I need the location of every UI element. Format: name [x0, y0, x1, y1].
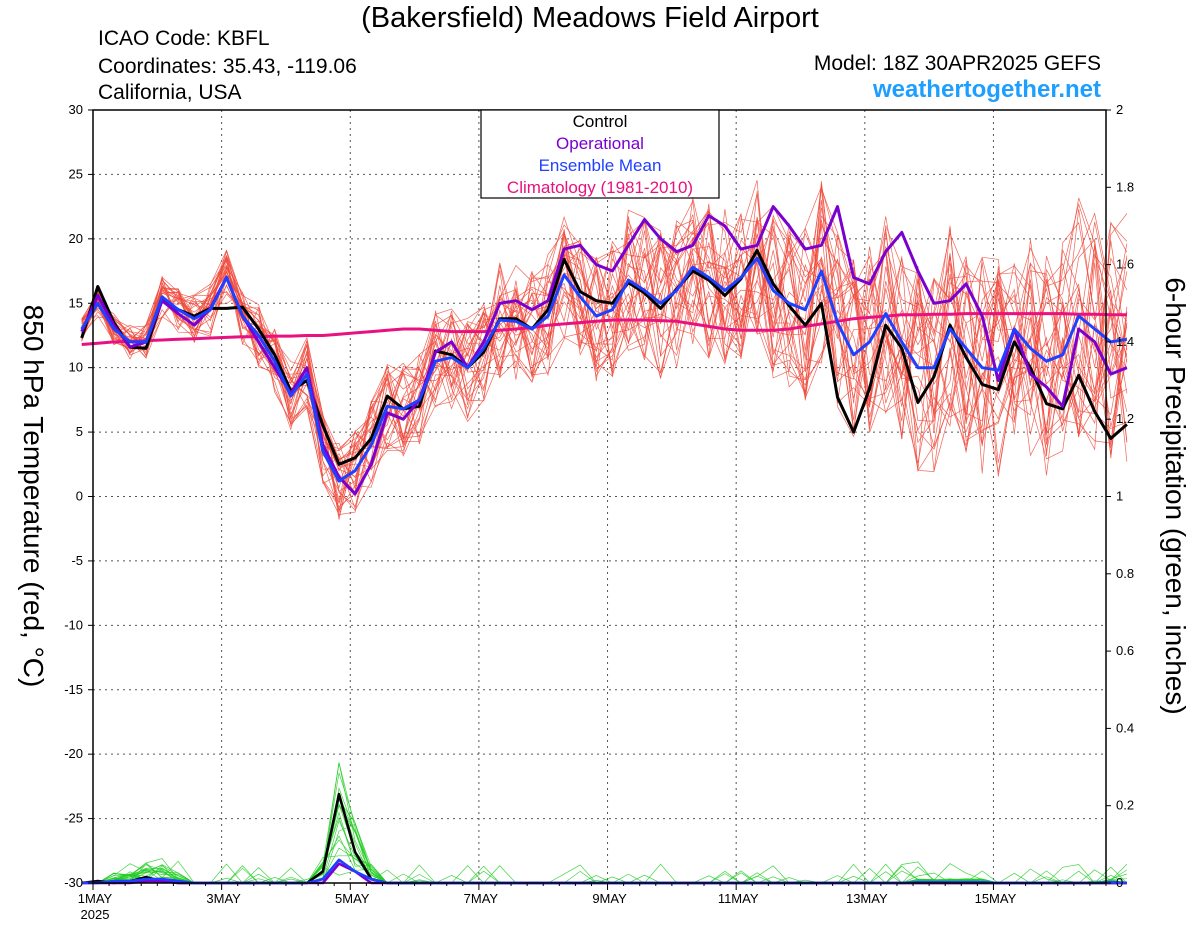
tick-label-y2: 2: [1116, 102, 1123, 117]
ensemble-member-temp: [81, 197, 1128, 459]
legend-entry-operational: Operational: [556, 134, 644, 153]
tick-label-x: 9MAY: [592, 891, 627, 906]
tick-label-y2: 1.8: [1116, 179, 1134, 194]
tick-label-x: 15MAY: [975, 891, 1017, 906]
ensemble-member-precip: [81, 762, 1127, 884]
tick-label-x: 5MAY: [335, 891, 370, 906]
ensemble-member-precip: [81, 839, 1127, 884]
legend-entry-ensemble-mean: Ensemble Mean: [539, 156, 662, 175]
ensemble-member-temp: [81, 231, 1128, 500]
tick-label-y2: 1: [1116, 489, 1123, 504]
tick-label-y2: 0.4: [1116, 720, 1134, 735]
chart-title: (Bakersfield) Meadows Field Airport: [361, 2, 819, 34]
ensemble-member-precip: [81, 799, 1127, 884]
tick-label-y: -5: [71, 553, 83, 568]
y-axis-label-left: 850 hPa Temperature (red, °C): [18, 304, 49, 688]
icao-code: ICAO Code: KBFL: [98, 27, 270, 50]
legend-box: [480, 109, 720, 199]
grid-lines: [92, 110, 1106, 883]
ensemble-member-precip: [81, 762, 1128, 884]
tick-label-y2: 0.2: [1116, 798, 1134, 813]
tick-label-y: -15: [64, 682, 83, 697]
ensemble-member-precip: [81, 786, 1128, 884]
ensemble-member-temp: [81, 221, 1128, 473]
tick-label-x: 7MAY: [464, 891, 499, 906]
tick-label-y: -20: [64, 746, 83, 761]
ensemble-member-precip: [81, 835, 1127, 884]
model-run: Model: 18Z 30APR2025 GEFS: [813, 52, 1101, 75]
ensemble-member-temp: [81, 216, 1128, 517]
tick-label-y: 0: [76, 489, 83, 504]
ensemble-members: [81, 180, 1128, 884]
tick-label-y: -25: [64, 811, 83, 826]
tick-label-y: -10: [64, 617, 83, 632]
tick-label-y2: 0.6: [1116, 643, 1134, 658]
coordinates: Coordinates: 35.43, -119.06: [98, 55, 357, 78]
location: California, USA: [98, 81, 242, 104]
temp-line-operational: [80, 205, 1128, 496]
tick-label-y2: 1.6: [1116, 257, 1134, 272]
axes: 302520151050-5-10-15-20-25-3021.81.61.41…: [64, 102, 1134, 922]
ensemble-member-temp: [81, 220, 1128, 492]
y-axis-label-right: 6-hour Precipitation (green, inches): [1160, 277, 1191, 715]
tick-label-y2: 0.8: [1116, 566, 1134, 581]
temp-line-ensemble-mean: [80, 256, 1128, 483]
ensemble-member-precip: [81, 772, 1127, 884]
site-link[interactable]: weathertogether.net: [872, 76, 1101, 103]
tick-label-y: 15: [69, 295, 83, 310]
tick-label-y2: 1.4: [1116, 334, 1134, 349]
tick-label-y: 10: [69, 360, 83, 375]
ensemble-member-temp: [81, 193, 1128, 489]
tick-label-y: 5: [76, 424, 83, 439]
ensemble-member-temp: [81, 209, 1128, 493]
legend-entry-climatology-1981-2010: Climatology (1981-2010): [507, 178, 693, 197]
tick-label-x: 13MAY: [846, 891, 888, 906]
tick-label-x: 11MAY: [718, 891, 759, 906]
tick-label-x: 1MAY: [78, 891, 113, 906]
legend-entry-control: Control: [573, 112, 628, 131]
ensemble-member-precip: [81, 803, 1128, 884]
ensemble-member-precip: [81, 816, 1127, 884]
tick-label-x: 3MAY: [206, 891, 241, 906]
tick-label-x-year: 2025: [81, 907, 110, 922]
tick-label-y2: 0: [1116, 875, 1123, 890]
tick-label-y2: 1.2: [1116, 411, 1134, 426]
ensemble-member-precip: [81, 803, 1127, 884]
ensemble-member-precip: [81, 804, 1128, 884]
ensemble-member-temp: [81, 207, 1128, 452]
tick-label-y: 20: [69, 231, 83, 246]
ensemble-member-precip: [81, 819, 1128, 884]
tick-label-y: -30: [64, 875, 83, 890]
ensemble-member-temp: [81, 202, 1128, 515]
ensemble-member-temp: [81, 191, 1128, 460]
ensemble-member-precip: [81, 823, 1127, 884]
ensemble-member-temp: [81, 186, 1128, 505]
tick-label-y: 25: [69, 166, 83, 181]
legend: Control Operational Ensemble Mean Climatolo…: [480, 109, 720, 199]
tick-label-y: 30: [69, 102, 83, 117]
